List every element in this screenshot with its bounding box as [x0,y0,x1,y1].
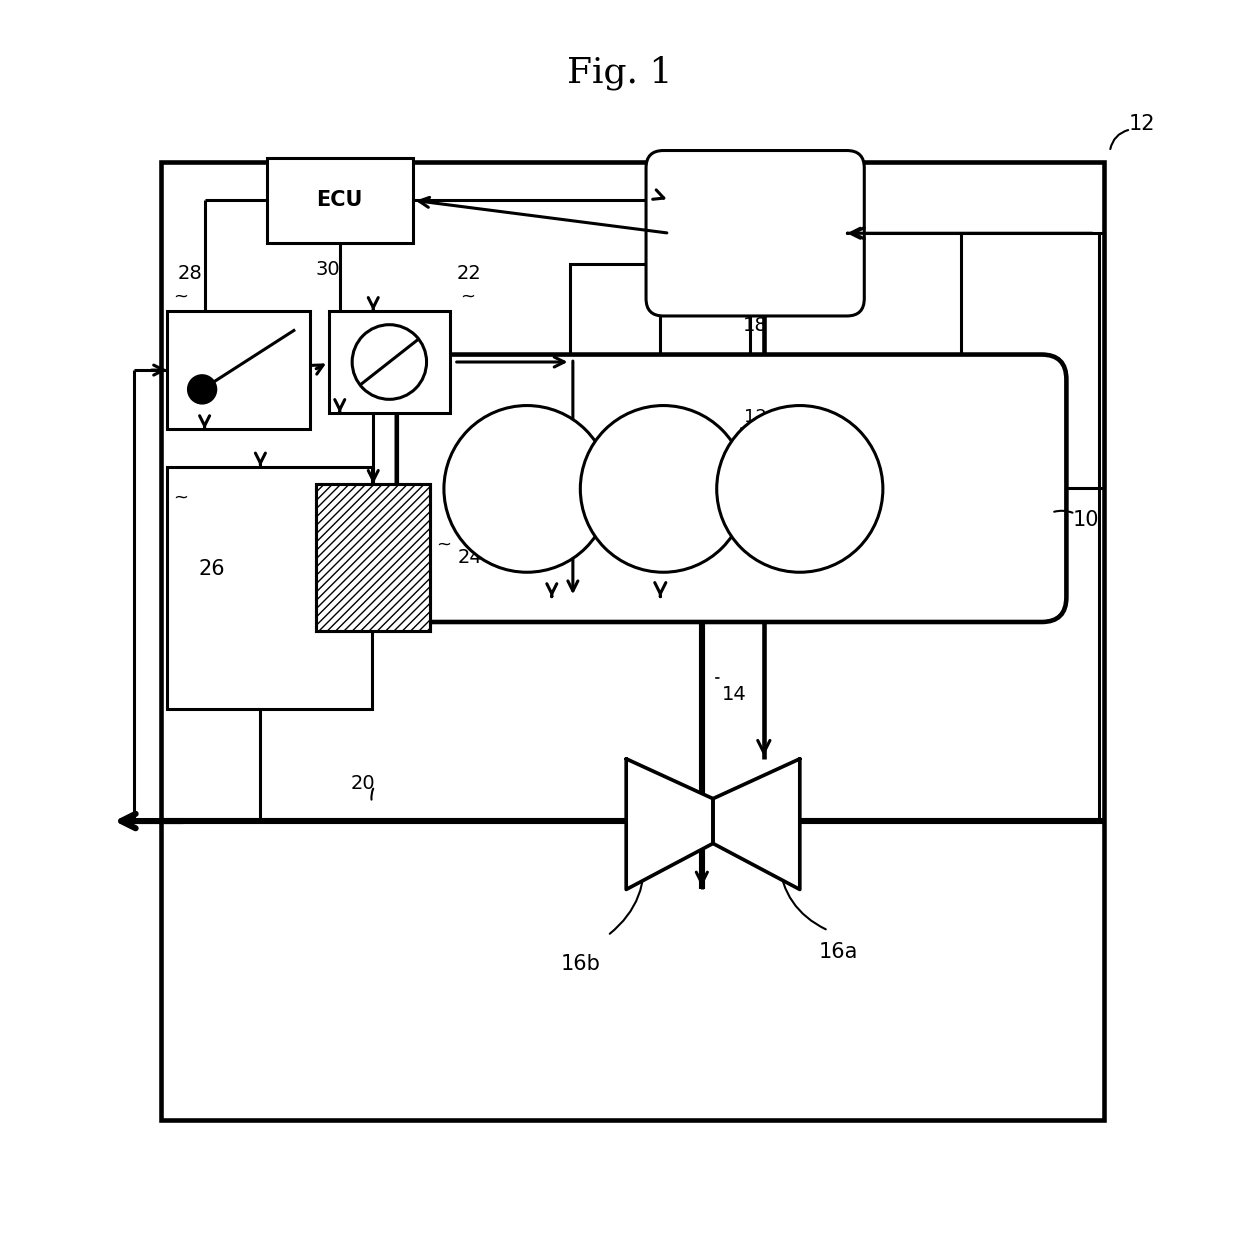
Text: 12: 12 [738,427,760,444]
Text: ~: ~ [460,287,475,305]
Bar [167,311,310,429]
Text: 16b: 16b [560,954,600,974]
Bar [570,264,750,450]
Bar [316,484,430,631]
Text: 12: 12 [744,408,766,425]
Text: 22: 22 [456,264,481,284]
FancyBboxPatch shape [397,355,1066,622]
Bar [267,158,413,243]
Text: 26: 26 [198,559,224,580]
Text: 12: 12 [1128,114,1154,134]
Text: Fig. 1: Fig. 1 [567,56,673,91]
Circle shape [580,406,746,572]
Bar [161,162,1104,1120]
Text: 18: 18 [743,316,768,336]
Polygon shape [626,759,713,889]
Bar [329,311,450,413]
Text: 20: 20 [351,774,376,794]
Text: ~: ~ [436,536,451,554]
Circle shape [444,406,610,572]
Circle shape [717,406,883,572]
Circle shape [188,376,216,403]
Bar [167,466,372,709]
Text: 24: 24 [458,547,482,567]
Text: ~: ~ [174,489,188,506]
Text: ECU: ECU [316,190,363,210]
Text: 14: 14 [722,684,746,704]
FancyBboxPatch shape [646,151,864,316]
Text: 16a: 16a [818,942,858,962]
Text: 28: 28 [177,264,202,284]
Polygon shape [713,759,800,889]
Text: 10: 10 [1073,510,1099,530]
Text: ~: ~ [174,287,188,305]
Bar [533,473,570,532]
Bar [316,484,430,631]
Circle shape [352,325,427,399]
Text: 32: 32 [449,481,472,499]
Text: 30: 30 [315,260,340,280]
